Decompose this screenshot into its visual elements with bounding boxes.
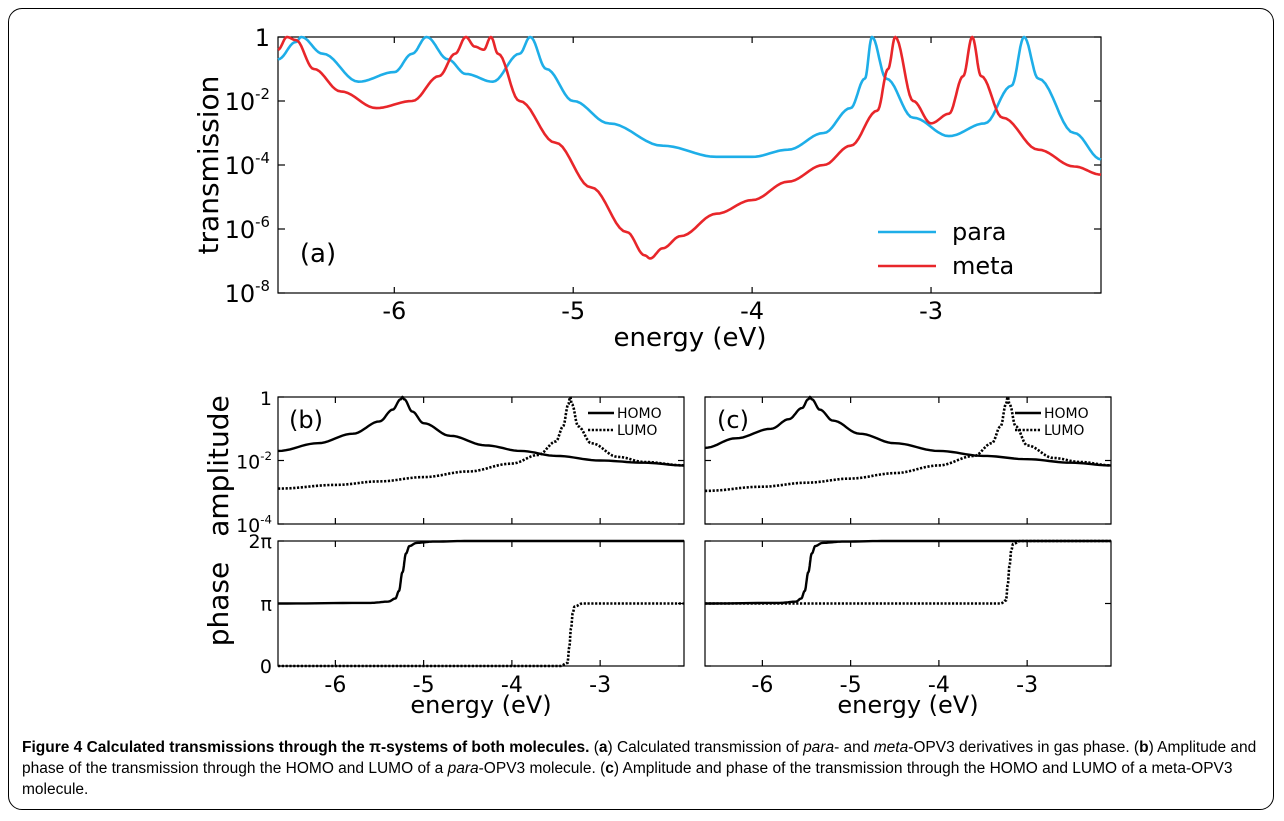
panel-c-phase-xtick-label-0: -6	[751, 673, 773, 698]
panel-b-phase-xtick-label-3: -3	[589, 673, 611, 698]
panel-b-ylabel-phase: phase	[202, 562, 235, 647]
caption-title: Calculated transmissions through the π-s…	[86, 739, 590, 756]
panel-b-amplitude-HOMO	[277, 395, 684, 467]
panel-c-legend-label-LUMO: LUMO	[1044, 423, 1084, 439]
panel-b-phase-HOMO	[278, 539, 684, 605]
panel-b-phase-LUMO	[278, 602, 684, 668]
panel-a-ylabel: transmission	[192, 76, 225, 255]
panel-c-legend-label-HOMO: HOMO	[1044, 406, 1089, 422]
panel-c-phase-xtick-label-1: -5	[840, 673, 862, 698]
panel-c-phase-HOMO	[705, 539, 1111, 605]
panel-c-amplitude-HOMO	[704, 395, 1111, 467]
panel-b-phase-xtick-label-1: -5	[413, 673, 435, 698]
figure-caption: Figure 4 Calculated transmissions throug…	[22, 737, 1262, 800]
panel-b-legend-label-LUMO: LUMO	[617, 423, 657, 439]
panel-a-ytick-label-0: 1	[255, 24, 270, 52]
panel-b-amp-ytick-label-2: 10-4	[236, 512, 272, 537]
caption-figure-label: Figure 4	[22, 739, 83, 756]
panel-b-phase-ytick-label-0: 2π	[248, 531, 272, 553]
panel-b-amp-ytick-label-0: 1	[260, 388, 272, 410]
panel-c-panel-label: (c)	[717, 406, 749, 434]
panel-a-legend-label-para: para	[952, 218, 1007, 246]
panel-a-xlabel: energy (eV)	[614, 323, 767, 353]
panel-a-xtick-label-0: -6	[382, 297, 406, 325]
panel-b-phase-xtick-label-0: -6	[324, 673, 346, 698]
panel-a-xtick-label-1: -5	[561, 297, 585, 325]
caption-part-0: (	[589, 739, 599, 756]
panel-b-amp-ytick-label-1: 10-2	[236, 449, 272, 474]
panel-b-phase-xtick-label-2: -4	[501, 673, 523, 698]
caption-part-8: ) Amplitude and phase of the transmissio…	[22, 739, 1257, 777]
caption-part-10: -OPV3 molecule. (	[478, 760, 606, 777]
panel-a-ytick-label-1: 10-2	[225, 85, 270, 116]
caption-body: (a) Calculated transmission of para- and…	[22, 739, 1256, 798]
figure-canvas: 110-210-410-610-8-6 -5 -4 -3(a)energy (eV)t…	[192, 24, 1112, 719]
panel-c-xlabel: energy (eV)	[837, 691, 978, 719]
panel-a-xtick-label-3: -3	[919, 297, 943, 325]
panel-b-xlabel: energy (eV)	[410, 691, 551, 719]
panel-a-xtick-label-2: -4	[740, 297, 764, 325]
caption-part-7: b	[1139, 739, 1149, 756]
caption-part-1: a	[598, 739, 608, 756]
panel-b-panel-label: (b)	[289, 406, 323, 434]
panel-b-phase-ytick-label-1: π	[261, 594, 272, 616]
panel-b-legend-label-HOMO: HOMO	[617, 406, 662, 422]
panel-c-phase-LUMO	[705, 539, 1111, 605]
caption-part-11: c	[605, 760, 614, 777]
panel-a-series-meta	[277, 35, 1102, 260]
panel-a-ytick-label-2: 10-4	[225, 149, 270, 180]
panel-b-ylabel-amplitude: amplitude	[202, 395, 235, 537]
panel-c-phase-xtick-label-2: -4	[928, 673, 950, 698]
panel-c-amplitude-LUMO	[704, 394, 1112, 493]
caption-part-12: ) Amplitude and phase of the transmissio…	[22, 760, 1233, 798]
caption-part-9: para	[447, 760, 479, 777]
panel-a-series-para	[277, 35, 1102, 161]
caption-part-4: - and	[834, 739, 874, 756]
panel-b-phase-ytick-label-2: 0	[260, 656, 272, 678]
panel-b-amplitude-LUMO	[277, 394, 685, 490]
figure-frame	[8, 8, 1274, 810]
panel-a-legend-label-meta: meta	[952, 252, 1014, 280]
caption-part-2: ) Calculated transmission of	[607, 739, 804, 756]
caption-part-5: meta	[873, 739, 909, 756]
panel-a-label: (a)	[300, 239, 336, 269]
panel-c-phase-xtick-label-3: -3	[1016, 673, 1038, 698]
caption-part-3: para	[803, 739, 835, 756]
panel-a-ytick-label-3: 10-6	[225, 213, 270, 244]
caption-part-6: -OPV3 derivatives in gas phase. (	[908, 739, 1140, 756]
panel-a-ytick-label-4: 10-8	[225, 277, 270, 308]
